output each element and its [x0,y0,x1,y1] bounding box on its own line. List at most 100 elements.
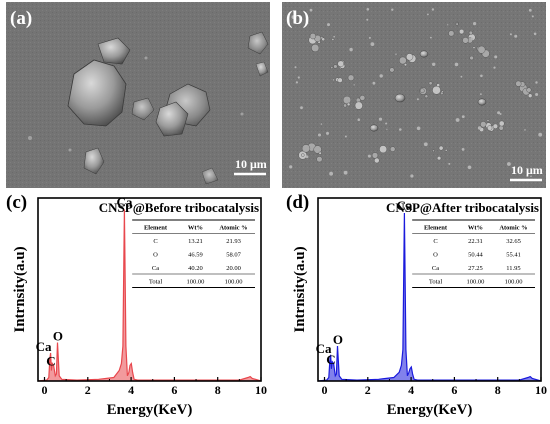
particle [533,32,537,36]
eds-spectra-figure: 0 2 4 6 8 10 Energy(KeV) Intrnsity(a.u) (c) CNSP@… [6,192,547,418]
particle [318,151,322,155]
particle [460,75,463,78]
particle [432,85,441,95]
particle [379,74,383,78]
spectrum-area [38,209,261,381]
particle [326,131,329,135]
x-axis-label: Energy(KeV) [107,402,193,418]
particle [467,165,472,170]
particle [487,125,493,131]
particle [526,87,532,93]
table-header-cell: Atomic % [499,225,527,232]
sem-background [6,2,270,188]
x-tick-label: 8 [495,383,501,397]
particle [343,103,347,108]
table-header-cell: Wt% [188,225,203,232]
table-cell: 46.59 [188,252,203,259]
x-tick-label: 0 [321,383,327,397]
scale-bar-label: 10 μm [511,163,543,177]
particle [498,120,505,127]
particle [416,126,421,131]
particle [438,145,444,151]
particle [493,66,496,69]
particle [416,98,419,101]
particle [515,80,522,87]
particle [329,171,333,176]
peak-label: O [333,332,343,347]
particle [477,126,482,130]
particle [514,34,518,38]
particle [320,123,323,125]
peak-label: Ca [36,339,52,354]
spectrum-line [317,212,542,382]
x-tick-label: 0 [41,383,47,397]
table-header-cell: Element [144,225,168,232]
particle [311,44,320,53]
particle [480,93,482,95]
particle [131,97,155,121]
table-cell: 11.95 [506,265,520,272]
particle [366,18,369,21]
x-tick-label: 10 [255,383,267,397]
particle [389,67,395,73]
x-tick-label: 8 [215,383,221,397]
particle [531,15,534,18]
particle [344,135,347,138]
particle [440,91,444,95]
particle [331,38,335,41]
particle [372,81,376,85]
panel-label-d: (d) [286,192,309,213]
particle [455,118,460,122]
x-tick-label: 6 [451,383,457,397]
particle [455,22,459,26]
particle [369,124,379,132]
particle [318,133,321,137]
particle [366,8,370,11]
particle [391,8,394,11]
particle [144,56,148,60]
panel-label-c: (c) [6,192,27,213]
table-cell: Ca [152,265,159,272]
table-cell: 32.65 [506,238,521,245]
particle [432,149,435,153]
particle [405,53,414,61]
particle [462,37,469,44]
particle [321,37,326,42]
particle [354,101,363,110]
peak-label: C [326,352,335,367]
particle [368,36,371,39]
table-cell: 13.21 [188,238,203,245]
particle [347,74,355,82]
particle [469,55,474,61]
table-header-cell: Atomic % [219,225,247,232]
table-cell: Total [149,279,162,286]
table-header-cell: Element [424,225,448,232]
table-cell: Total [429,279,442,286]
particle [524,129,526,131]
particle [461,148,465,151]
particle [332,79,335,81]
particle [431,8,435,11]
table-cell: 21.93 [226,238,241,245]
sem-micrograph-b: (b) 10 μm [282,2,546,188]
table-cell: 100.00 [466,279,484,286]
particle [367,154,371,158]
particle [423,142,428,147]
table-cell: O [433,252,438,259]
particle [289,165,293,169]
table-cell: 27.25 [468,265,483,272]
particle [494,55,498,59]
composition-table: Element Wt% Atomic % C 13.21 21.93 O 46.59 58.07… [132,219,255,288]
particle [399,56,407,65]
particle [530,175,532,178]
table-cell: Ca [432,265,439,272]
x-tick-label: 2 [85,383,91,397]
particle [305,155,309,159]
x-tick-label: 2 [365,383,371,397]
particle [480,74,483,78]
particle [295,81,298,84]
particle [486,119,490,122]
plot-frame [317,197,542,382]
particle [83,147,105,175]
panel-label-a: (a) [10,8,32,29]
